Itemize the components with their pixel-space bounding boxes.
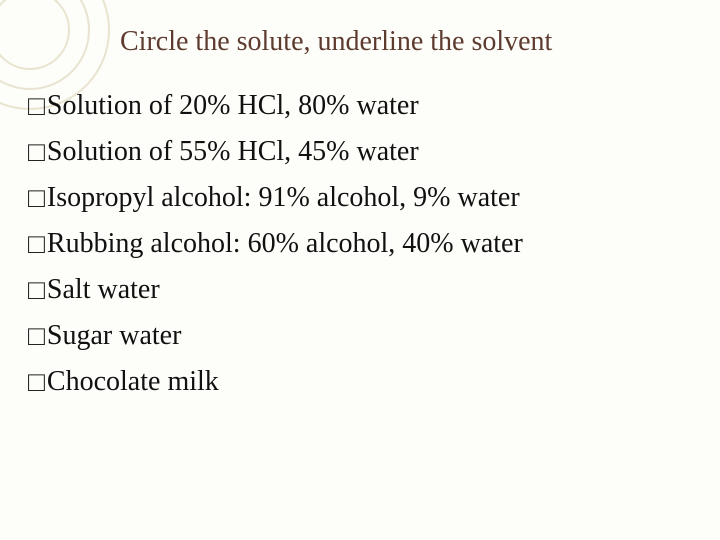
list-item-text: Salt water <box>47 270 160 310</box>
list-item: □ Salt water <box>28 270 700 310</box>
checkbox-bullet-icon: □ <box>28 224 45 264</box>
checkbox-bullet-icon: □ <box>28 86 45 126</box>
list-item: □ Solution of 20% HCl, 80% water <box>28 86 700 126</box>
ring-inner <box>0 0 70 70</box>
list-item-text: Solution of 55% HCl, 45% water <box>47 132 419 172</box>
checkbox-bullet-icon: □ <box>28 132 45 172</box>
ring-mid <box>0 0 90 90</box>
list-item: □ Sugar water <box>28 316 700 356</box>
checkbox-bullet-icon: □ <box>28 178 45 218</box>
checkbox-bullet-icon: □ <box>28 270 45 310</box>
list-item-text: Sugar water <box>47 316 182 356</box>
checkbox-bullet-icon: □ <box>28 316 45 356</box>
list-item: □ Solution of 55% HCl, 45% water <box>28 132 700 172</box>
list-item-text: Rubbing alcohol: 60% alcohol, 40% water <box>47 224 523 264</box>
list-item-text: Isopropyl alcohol: 91% alcohol, 9% water <box>47 178 520 218</box>
list-item-text: Solution of 20% HCl, 80% water <box>47 86 419 126</box>
slide-title: Circle the solute, underline the solvent <box>120 26 700 58</box>
list-item: □ Isopropyl alcohol: 91% alcohol, 9% wat… <box>28 178 700 218</box>
list-item: □ Rubbing alcohol: 60% alcohol, 40% wate… <box>28 224 700 264</box>
list-item-text: Chocolate milk <box>47 362 219 402</box>
checkbox-bullet-icon: □ <box>28 362 45 402</box>
list-item: □ Chocolate milk <box>28 362 700 402</box>
bullet-list: □ Solution of 20% HCl, 80% water □ Solut… <box>28 86 700 408</box>
